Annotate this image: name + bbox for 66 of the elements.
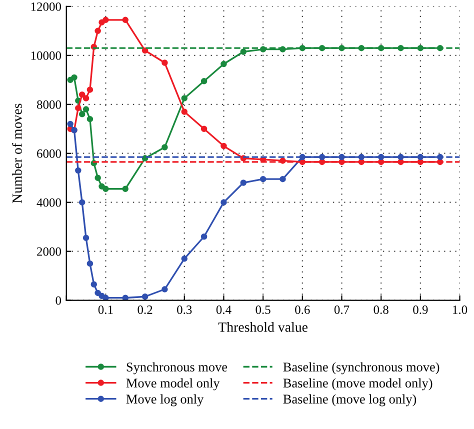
y-tick-label: 6000 xyxy=(37,149,62,158)
point xyxy=(67,120,74,128)
point xyxy=(82,95,90,102)
y-tick-label: 10000 xyxy=(31,51,62,60)
point xyxy=(142,47,148,54)
point xyxy=(220,142,227,150)
point xyxy=(75,167,82,174)
y-tick-label: 12000 xyxy=(31,2,62,11)
point xyxy=(181,256,188,262)
point xyxy=(181,95,188,102)
x-tick-label: 0.4 xyxy=(216,306,232,314)
point xyxy=(94,290,101,296)
point xyxy=(220,60,227,68)
x-tick-label: 0.9 xyxy=(413,306,428,314)
point xyxy=(122,16,128,24)
y-tick-label: 4000 xyxy=(36,198,62,207)
legend-label: Baseline (move model only) xyxy=(283,378,432,390)
point xyxy=(200,126,208,132)
point xyxy=(71,74,78,81)
point xyxy=(102,186,109,192)
point xyxy=(280,176,286,182)
y-tick-label: 2000 xyxy=(37,247,62,256)
point xyxy=(78,91,86,98)
y-tick-label: 0 xyxy=(56,296,62,305)
point xyxy=(102,294,109,300)
point xyxy=(78,199,86,206)
point xyxy=(94,28,101,34)
point xyxy=(162,144,168,150)
point xyxy=(200,234,208,240)
point xyxy=(122,186,128,192)
point xyxy=(94,174,101,181)
point xyxy=(220,199,227,206)
point xyxy=(78,111,86,118)
x-axis-title: Threshold value xyxy=(218,322,308,332)
point xyxy=(122,294,128,300)
point xyxy=(260,176,266,182)
point xyxy=(75,104,82,112)
x-tick-label: 0.6 xyxy=(295,306,310,314)
x-tick-label: 0.5 xyxy=(256,306,270,314)
x-tick-label: 0.2 xyxy=(138,306,152,314)
point xyxy=(82,234,90,241)
y-tick-label: 8000 xyxy=(36,100,62,109)
point xyxy=(240,180,247,186)
legend-label: Baseline (synchronous move) xyxy=(283,362,440,374)
legend-label: Baseline (move log only) xyxy=(283,394,416,406)
y-axis-title: Number of moves xyxy=(12,104,22,204)
point xyxy=(142,294,148,300)
x-tick-label: 1.0 xyxy=(453,306,468,314)
x-tick-label: 0.7 xyxy=(334,306,350,314)
point xyxy=(240,48,247,55)
x-tick-label: 0.1 xyxy=(98,306,113,314)
legend-label: Move model only xyxy=(126,378,220,390)
point xyxy=(102,16,109,24)
x-tick-label: 0.8 xyxy=(374,306,388,314)
point xyxy=(86,116,94,122)
point xyxy=(86,260,94,267)
legend-label: Move log only xyxy=(126,394,204,406)
point xyxy=(86,86,94,93)
point xyxy=(181,108,188,115)
legend-label: Synchronous move xyxy=(126,362,228,374)
point xyxy=(90,281,98,288)
x-tick-label: 0.3 xyxy=(177,306,192,314)
point xyxy=(200,78,208,84)
point xyxy=(162,286,168,292)
point xyxy=(82,106,90,112)
point xyxy=(162,60,168,66)
